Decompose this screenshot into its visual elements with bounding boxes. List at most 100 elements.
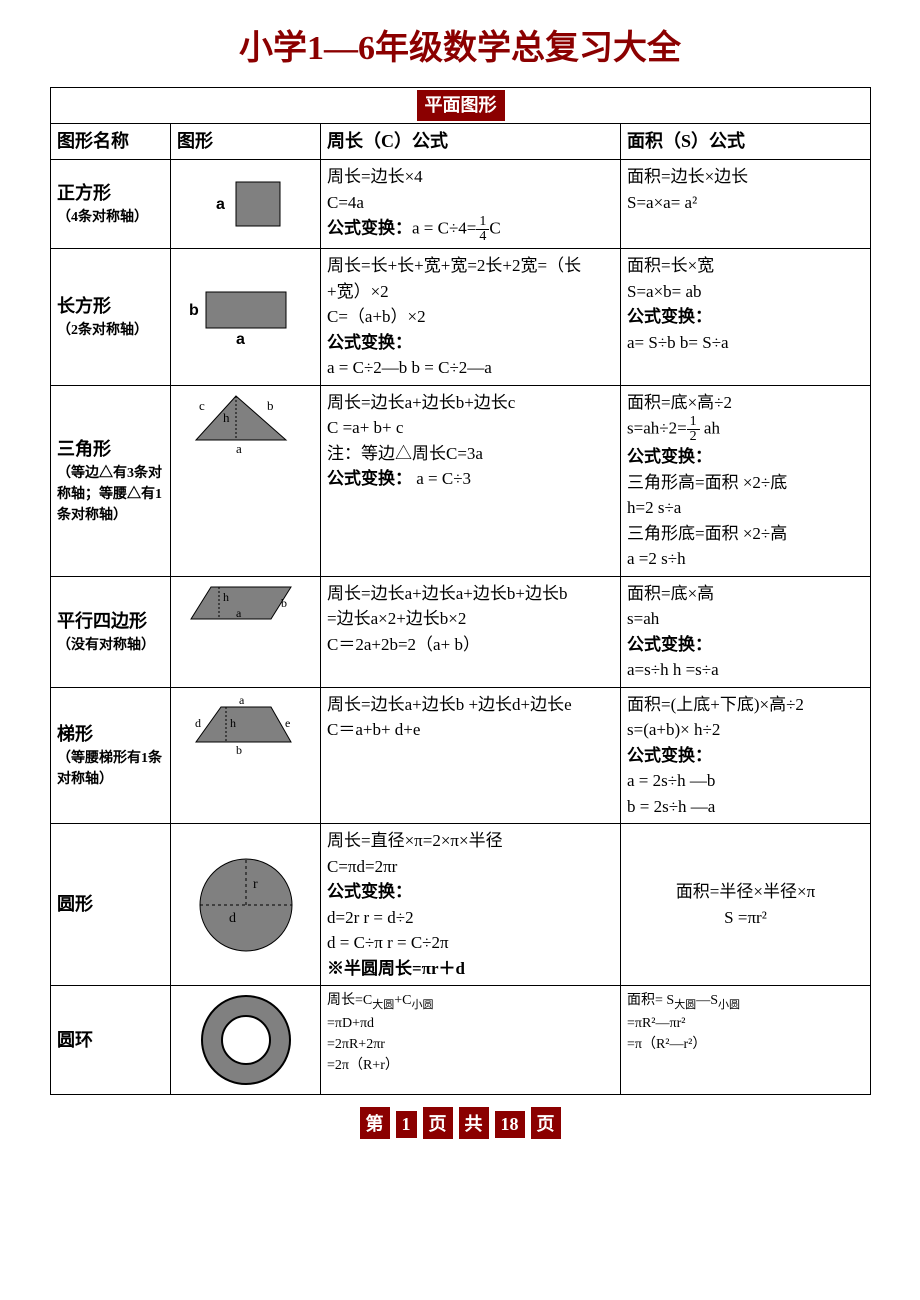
- rectangle-name-cell: 长方形 （2条对称轴）: [51, 249, 171, 386]
- rect-p-l4: a = C÷2—b b = C÷2—a: [327, 355, 614, 381]
- ring-p-l3: =2πR+2πr: [327, 1034, 614, 1055]
- tri-p-l1: 周长=边长a+边长b+边长c: [327, 390, 614, 416]
- cir-p-l3: 公式变换：: [327, 879, 614, 905]
- trap-p-l1: 周长=边长a+边长b +边长d+边长e: [327, 692, 614, 718]
- svg-text:h: h: [223, 410, 230, 425]
- triangle-name-cell: 三角形 （等边△有3条对称轴；等腰△有1条对称轴）: [51, 385, 171, 576]
- row-ring: 圆环 周长=C大圆+C小圆 =πD+πd =2πR+2πr =2π（R+r） 面…: [51, 986, 871, 1095]
- tri-p-l3: 注：等边△周长C=3a: [327, 441, 614, 467]
- par-p-l1: 周长=边长a+边长a+边长b+边长b: [327, 581, 614, 607]
- col-shape: 图形: [171, 124, 321, 160]
- formula-table: 平面图形 图形名称 图形 周长（C）公式 面积（S）公式 正方形 （4条对称轴）…: [50, 87, 871, 1095]
- tri-a-l6: 三角形底=面积 ×2÷高: [627, 521, 864, 547]
- sq-p-l2: C=4a: [327, 190, 614, 216]
- col-name: 图形名称: [51, 124, 171, 160]
- circle-perimeter: 周长=直径×π=2×π×半径 C=πd=2πr 公式变换： d=2r r = d…: [321, 824, 621, 986]
- tri-a-l2: s=ah÷2=12 ah: [627, 415, 864, 444]
- tri-p-l4: 公式变换： a = C÷3: [327, 466, 614, 492]
- tri-a-l5: h=2 s÷a: [627, 495, 864, 521]
- square-perimeter: 周长=边长×4 C=4a 公式变换：a = C÷4=14C: [321, 160, 621, 249]
- ring-name-cell: 圆环: [51, 986, 171, 1095]
- svg-text:h: h: [230, 716, 236, 730]
- svg-text:a: a: [236, 331, 245, 348]
- trap-a-l5: b = 2s÷h —a: [627, 794, 864, 820]
- rectangle-perimeter: 周长=长+长+宽+宽=2长+2宽=（长+宽）×2 C=（a+b）×2 公式变换：…: [321, 249, 621, 386]
- trap-a-l1: 面积=(上底+下底)×高÷2: [627, 692, 864, 718]
- column-headers: 图形名称 图形 周长（C）公式 面积（S）公式: [51, 124, 871, 160]
- footer-0: 第: [360, 1107, 390, 1139]
- cir-a-l1: 面积=半径×半径×π: [627, 879, 864, 905]
- parallelogram-area: 面积=底×高 s=ah 公式变换： a=s÷h h =s÷a: [621, 576, 871, 687]
- trap-a-l3: 公式变换：: [627, 743, 864, 769]
- svg-text:a: a: [236, 606, 242, 620]
- ring-a-l1: 面积= S大圆—S小圆: [627, 990, 864, 1013]
- triangle-area: 面积=底×高÷2 s=ah÷2=12 ah 公式变换： 三角形高=面积 ×2÷底…: [621, 385, 871, 576]
- footer-2: 页: [423, 1107, 453, 1139]
- footer-5: 页: [531, 1107, 561, 1139]
- ring-perimeter: 周长=C大圆+C小圆 =πD+πd =2πR+2πr =2π（R+r）: [321, 986, 621, 1095]
- tri-a-l1: 面积=底×高÷2: [627, 390, 864, 416]
- circle-shape-cell: r d: [171, 824, 321, 986]
- trap-a-l4: a = 2s÷h —b: [627, 768, 864, 794]
- triangle-perimeter: 周长=边长a+边长b+边长c C =a+ b+ c 注：等边△周长C=3a 公式…: [321, 385, 621, 576]
- square-name: 正方形: [57, 183, 111, 203]
- rectangle-shape-cell: b a: [171, 249, 321, 386]
- svg-text:b: b: [236, 743, 242, 757]
- row-parallelogram: 平行四边形 （没有对称轴） h a b 周长=边长a+边长a+边长b+边长b =…: [51, 576, 871, 687]
- trapezoid-name: 梯形: [57, 724, 93, 744]
- rectangle-name: 长方形: [57, 296, 111, 316]
- parallelogram-shape-cell: h a b: [171, 576, 321, 687]
- ring-p-l1: 周长=C大圆+C小圆: [327, 990, 614, 1013]
- parallelogram-perimeter: 周长=边长a+边长a+边长b+边长b =边长a×2+边长b×2 C＝2a+2b=…: [321, 576, 621, 687]
- triangle-shape-cell: c b h a: [171, 385, 321, 576]
- trap-a-l2: s=(a+b)× h÷2: [627, 717, 864, 743]
- ring-shape-cell: [171, 986, 321, 1095]
- section-header-cell: 平面图形: [51, 88, 871, 124]
- trapezoid-name-cell: 梯形 （等腰梯形有1条对称轴）: [51, 687, 171, 824]
- svg-text:d: d: [229, 911, 236, 926]
- rect-p-l2: C=（a+b）×2: [327, 304, 614, 330]
- triangle-icon: c b h a: [181, 390, 311, 460]
- sq-p-l3: 公式变换：a = C÷4=14C: [327, 215, 614, 244]
- par-a-l4: a=s÷h h =s÷a: [627, 657, 864, 683]
- circle-area: 面积=半径×半径×π S =πr²: [621, 824, 871, 986]
- circle-name-cell: 圆形: [51, 824, 171, 986]
- ring-a-l3: =π（R²—r²）: [627, 1034, 864, 1055]
- footer-3: 共: [459, 1107, 489, 1139]
- rect-a-l1: 面积=长×宽: [627, 253, 864, 279]
- tri-a-l3: 公式变换：: [627, 444, 864, 470]
- trapezoid-perimeter: 周长=边长a+边长b +边长d+边长e C＝a+b+ d+e: [321, 687, 621, 824]
- svg-text:b: b: [267, 398, 274, 413]
- tri-a-l4: 三角形高=面积 ×2÷底: [627, 470, 864, 496]
- rect-a-l4: a= S÷b b= S÷a: [627, 330, 864, 356]
- ring-name: 圆环: [57, 1030, 93, 1050]
- row-trapezoid: 梯形 （等腰梯形有1条对称轴） a b d e h 周长=边长a+边长b +边长…: [51, 687, 871, 824]
- trapezoid-area: 面积=(上底+下底)×高÷2 s=(a+b)× h÷2 公式变换： a = 2s…: [621, 687, 871, 824]
- par-a-l2: s=ah: [627, 606, 864, 632]
- svg-text:a: a: [216, 196, 225, 213]
- ring-a-l2: =πR²—πr²: [627, 1013, 864, 1034]
- cir-p-l1: 周长=直径×π=2×π×半径: [327, 828, 614, 854]
- triangle-note: （等边△有3条对称轴；等腰△有1条对称轴）: [57, 463, 164, 526]
- parallelogram-note: （没有对称轴）: [57, 635, 164, 656]
- svg-text:h: h: [223, 590, 229, 604]
- svg-text:e: e: [285, 716, 290, 730]
- ring-area: 面积= S大圆—S小圆 =πR²—πr² =π（R²—r²）: [621, 986, 871, 1095]
- par-a-l3: 公式变换：: [627, 632, 864, 658]
- svg-text:b: b: [189, 302, 199, 319]
- sq-a-l1: 面积=边长×边长: [627, 164, 864, 190]
- square-icon: a: [196, 174, 296, 234]
- sq-p-l1: 周长=边长×4: [327, 164, 614, 190]
- trapezoid-note: （等腰梯形有1条对称轴）: [57, 748, 164, 790]
- footer-4: 18: [495, 1111, 525, 1138]
- circle-name: 圆形: [57, 894, 93, 914]
- section-badge: 平面图形: [417, 90, 505, 121]
- ring-p-l2: =πD+πd: [327, 1013, 614, 1034]
- rect-a-l2: S=a×b= ab: [627, 279, 864, 305]
- square-shape-cell: a: [171, 160, 321, 249]
- tri-a-l7: a =2 s÷h: [627, 546, 864, 572]
- rectangle-icon: b a: [181, 282, 311, 352]
- rect-p-l3: 公式变换：: [327, 330, 614, 356]
- circle-icon: r d: [181, 850, 311, 960]
- col-perimeter: 周长（C）公式: [321, 124, 621, 160]
